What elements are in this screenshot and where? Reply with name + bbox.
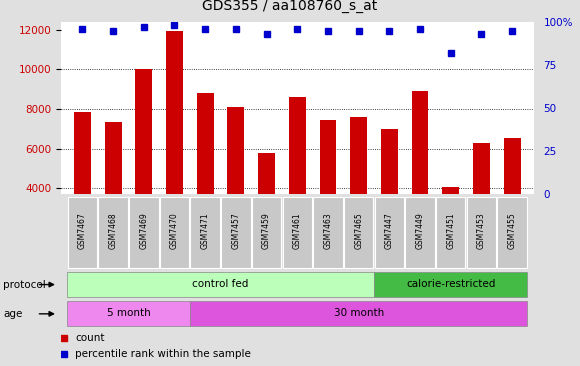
Text: GSM7469: GSM7469 xyxy=(139,213,148,249)
Text: GSM7451: GSM7451 xyxy=(446,213,455,249)
Bar xyxy=(498,197,527,268)
Bar xyxy=(350,117,367,267)
Text: calorie-restricted: calorie-restricted xyxy=(406,279,495,289)
Bar xyxy=(473,143,490,267)
Bar xyxy=(166,31,183,267)
Text: GSM7461: GSM7461 xyxy=(293,213,302,249)
Bar xyxy=(190,302,527,326)
Bar xyxy=(405,197,435,268)
Text: GSM7455: GSM7455 xyxy=(508,213,517,249)
Text: GSM7453: GSM7453 xyxy=(477,213,486,249)
Bar xyxy=(129,197,158,268)
Text: GSM7459: GSM7459 xyxy=(262,213,271,249)
Bar xyxy=(381,129,398,267)
Bar xyxy=(160,197,189,268)
Bar xyxy=(68,197,97,268)
Bar xyxy=(412,91,429,267)
Bar xyxy=(190,197,220,268)
Bar xyxy=(467,197,496,268)
Bar xyxy=(135,70,152,267)
Bar xyxy=(436,197,466,268)
Bar xyxy=(99,197,128,268)
Bar xyxy=(282,197,312,268)
Bar xyxy=(104,122,122,267)
Bar xyxy=(197,93,213,267)
Bar xyxy=(67,302,190,326)
Text: GSM7465: GSM7465 xyxy=(354,213,363,249)
Text: protocol: protocol xyxy=(3,280,46,290)
Bar xyxy=(503,138,521,267)
Bar xyxy=(289,97,306,267)
Text: GSM7467: GSM7467 xyxy=(78,213,87,249)
Text: GSM7449: GSM7449 xyxy=(415,213,425,249)
Text: GSM7447: GSM7447 xyxy=(385,213,394,249)
Text: GSM7457: GSM7457 xyxy=(231,213,240,249)
Text: GDS355 / aa108760_s_at: GDS355 / aa108760_s_at xyxy=(202,0,378,13)
Bar xyxy=(221,197,251,268)
Bar xyxy=(320,120,336,267)
Bar xyxy=(258,153,275,267)
Text: count: count xyxy=(75,333,104,343)
Text: GSM7468: GSM7468 xyxy=(108,213,118,249)
Text: control fed: control fed xyxy=(193,279,249,289)
Bar xyxy=(227,107,244,267)
Text: age: age xyxy=(3,309,22,319)
Bar xyxy=(74,112,91,267)
Text: GSM7471: GSM7471 xyxy=(201,213,209,249)
Bar xyxy=(375,197,404,268)
Text: percentile rank within the sample: percentile rank within the sample xyxy=(75,349,251,359)
Bar xyxy=(252,197,281,268)
Text: 30 month: 30 month xyxy=(334,308,384,318)
Bar xyxy=(67,272,374,297)
Bar xyxy=(443,187,459,267)
Bar xyxy=(344,197,374,268)
Bar xyxy=(374,272,527,297)
Text: GSM7470: GSM7470 xyxy=(170,213,179,249)
Bar xyxy=(313,197,343,268)
Text: GSM7463: GSM7463 xyxy=(324,213,332,249)
Text: 5 month: 5 month xyxy=(107,308,150,318)
